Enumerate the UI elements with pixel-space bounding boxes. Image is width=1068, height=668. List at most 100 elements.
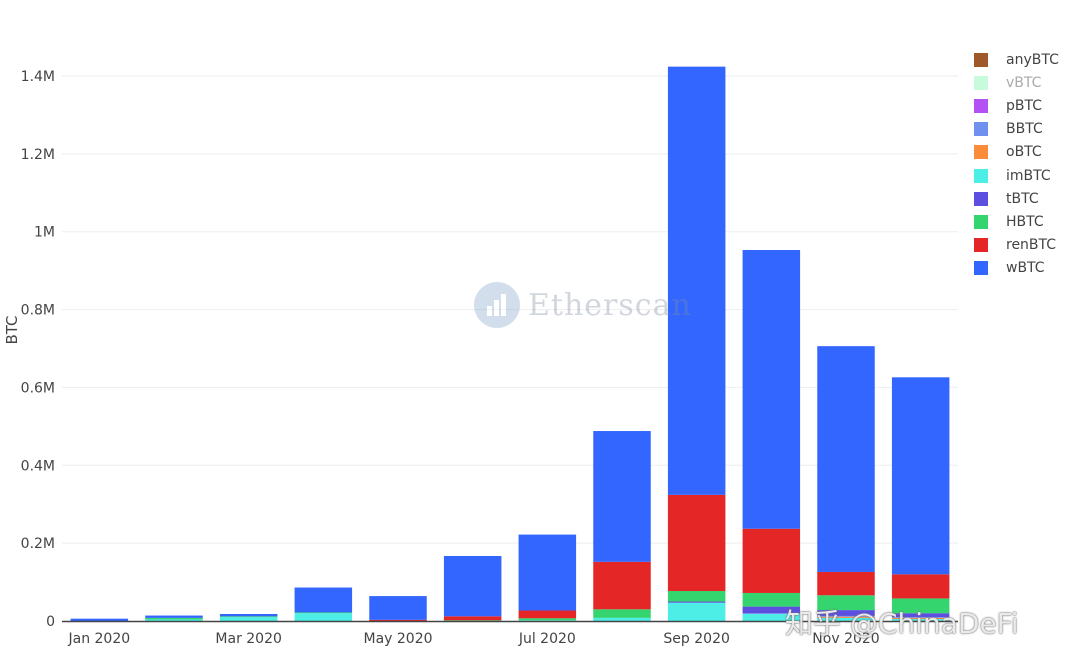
legend-item-vBTC[interactable]: vBTC xyxy=(974,71,1059,94)
bar-stack[interactable] xyxy=(369,596,427,621)
bar-segment-HBTC[interactable] xyxy=(145,617,203,620)
bar-segment-imBTC[interactable] xyxy=(742,613,801,621)
gridlines xyxy=(62,75,958,544)
bar-segment-imBTC[interactable] xyxy=(817,617,875,621)
y-tick-label: 0.6M xyxy=(21,380,55,396)
bar-segment-renBTC[interactable] xyxy=(667,494,726,592)
legend-item-HBTC[interactable]: HBTC xyxy=(974,210,1059,233)
legend-swatch-icon xyxy=(974,98,988,113)
bar-segment-BBTC[interactable] xyxy=(742,613,801,614)
y-tick-label: 1.4M xyxy=(21,69,55,85)
bar-segment-renBTC[interactable] xyxy=(891,574,950,599)
legend-item-anyBTC[interactable]: anyBTC xyxy=(974,48,1059,71)
legend-item-oBTC[interactable]: oBTC xyxy=(974,141,1059,164)
bar-segment-wBTC[interactable] xyxy=(742,250,801,529)
legend-label: BBTC xyxy=(1006,121,1043,138)
bar-segment-tBTC[interactable] xyxy=(817,610,875,616)
bar-segment-tBTC[interactable] xyxy=(891,613,950,618)
x-tick-label: Jan 2020 xyxy=(67,631,130,647)
bar-segment-wBTC[interactable] xyxy=(219,613,278,617)
legend-item-imBTC[interactable]: imBTC xyxy=(974,164,1059,187)
bar-segment-imBTC[interactable] xyxy=(667,602,726,621)
legend-swatch-icon xyxy=(974,168,988,183)
bar-stack[interactable] xyxy=(891,377,950,621)
legend-item-wBTC[interactable]: wBTC xyxy=(974,257,1059,280)
legend-label: vBTC xyxy=(1006,74,1042,91)
bar-segment-wBTC[interactable] xyxy=(667,66,726,495)
bar-stack[interactable] xyxy=(593,431,651,621)
y-tick-label: 0.4M xyxy=(21,458,55,474)
bar-segment-BBTC[interactable] xyxy=(817,615,875,617)
bar-segment-HBTC[interactable] xyxy=(891,598,950,614)
bar-segment-imBTC[interactable] xyxy=(593,617,651,621)
bar-segment-HBTC[interactable] xyxy=(518,618,577,621)
legend-label: HBTC xyxy=(1006,213,1044,230)
bar-segment-imBTC[interactable] xyxy=(518,620,577,621)
legend-label: anyBTC xyxy=(1006,51,1059,68)
bar-segment-HBTC[interactable] xyxy=(593,609,651,618)
y-axis-ticks: 0 0.2M 0.4M 0.6M 0.8M 1M 1.2M 1.4M xyxy=(21,69,55,630)
legend-swatch-icon xyxy=(974,145,988,160)
bar-segment-wBTC[interactable] xyxy=(817,346,875,572)
bar-segment-imBTC[interactable] xyxy=(145,619,203,621)
bar-stack[interactable] xyxy=(219,613,278,621)
legend-item-BBTC[interactable]: BBTC xyxy=(974,118,1059,141)
etherscan-watermark: Etherscan xyxy=(474,282,692,328)
bar-stack[interactable] xyxy=(70,618,129,621)
x-tick-label: Sep 2020 xyxy=(663,631,729,647)
bar-segment-oBTC[interactable] xyxy=(817,616,875,618)
bar-segment-HBTC[interactable] xyxy=(294,612,353,614)
legend-item-tBTC[interactable]: tBTC xyxy=(974,187,1059,210)
bar-stack[interactable] xyxy=(145,615,203,621)
bar-stack[interactable] xyxy=(742,250,801,621)
bar-segment-HBTC[interactable] xyxy=(817,595,875,611)
bar-segment-renBTC[interactable] xyxy=(369,619,427,621)
bar-stack[interactable] xyxy=(817,346,875,621)
bar-segment-HBTC[interactable] xyxy=(742,592,801,607)
bar-segment-renBTC[interactable] xyxy=(742,528,801,593)
legend-item-renBTC[interactable]: renBTC xyxy=(974,234,1059,257)
legend-item-pBTC[interactable]: pBTC xyxy=(974,94,1059,117)
legend-swatch-icon xyxy=(974,75,988,90)
bar-segment-imBTC[interactable] xyxy=(891,619,950,621)
bar-segment-BBTC[interactable] xyxy=(891,617,950,618)
bar-segment-renBTC[interactable] xyxy=(593,561,651,610)
legend-swatch-icon xyxy=(974,214,988,229)
legend: anyBTC vBTC pBTC BBTC oBTC imBTC tBTC HBTC renBT… xyxy=(974,48,1059,280)
x-tick-label: Nov 2020 xyxy=(812,631,879,647)
bar-segment-HBTC[interactable] xyxy=(443,620,502,621)
y-tick-label: 0.8M xyxy=(21,303,55,319)
bar-segment-imBTC[interactable] xyxy=(219,617,278,621)
bar-segment-HBTC[interactable] xyxy=(667,591,726,602)
bars xyxy=(70,66,950,621)
bar-stack[interactable] xyxy=(518,534,577,621)
x-tick-label: Jul 2020 xyxy=(518,631,576,647)
bar-segment-tBTC[interactable] xyxy=(742,606,801,614)
legend-swatch-icon xyxy=(974,261,988,276)
bar-segment-wBTC[interactable] xyxy=(369,596,427,620)
bar-stack[interactable] xyxy=(294,587,353,621)
bar-segment-renBTC[interactable] xyxy=(817,571,875,596)
bar-segment-wBTC[interactable] xyxy=(294,587,353,613)
bar-segment-wBTC[interactable] xyxy=(443,555,502,617)
bar-segment-imBTC[interactable] xyxy=(294,613,353,621)
bar-segment-tBTC[interactable] xyxy=(667,601,726,603)
bar-stack[interactable] xyxy=(443,555,502,621)
x-axis-ticks: Jan 2020 Mar 2020 May 2020 Jul 2020 Sep 2020… xyxy=(67,631,879,647)
bar-segment-wBTC[interactable] xyxy=(518,534,577,611)
zhihu-watermark: 知乎 @ChinaDeFi xyxy=(785,607,1019,640)
bar-segment-oBTC[interactable] xyxy=(891,617,950,620)
etherscan-watermark-text: Etherscan xyxy=(528,287,692,323)
bar-stack[interactable] xyxy=(667,66,726,621)
bar-segment-wBTC[interactable] xyxy=(593,431,651,562)
legend-label: oBTC xyxy=(1006,144,1042,161)
bar-segment-wBTC[interactable] xyxy=(891,377,950,575)
legend-label: renBTC xyxy=(1006,237,1057,254)
y-tick-label: 1.2M xyxy=(21,147,55,163)
bar-segment-wBTC[interactable] xyxy=(145,615,203,618)
bar-segment-wBTC[interactable] xyxy=(70,618,129,621)
bar-segment-HBTC[interactable] xyxy=(219,616,278,618)
bar-segment-renBTC[interactable] xyxy=(518,610,577,619)
bar-segment-renBTC[interactable] xyxy=(443,616,502,621)
